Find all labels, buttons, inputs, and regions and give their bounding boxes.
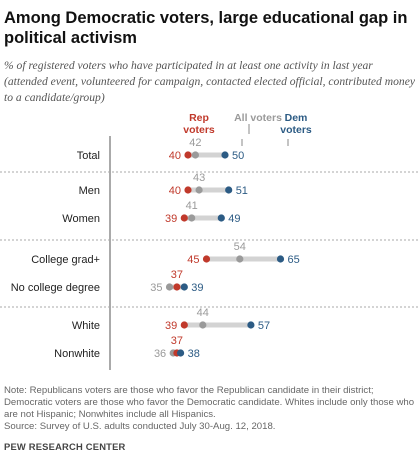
data-label-all: 54 xyxy=(234,241,246,253)
data-label-rep: 37 xyxy=(171,335,183,347)
dot-plot: Total 40 42 50 Men 40 43 51 Women 39 41 49 College g… xyxy=(0,124,420,370)
data-label-all: 36 xyxy=(154,348,166,360)
chart-title: Among Democratic voters, large education… xyxy=(4,9,408,47)
dot-dem xyxy=(177,349,185,357)
data-label-dem: 38 xyxy=(188,348,200,360)
dot-all xyxy=(199,321,207,329)
data-label-rep: 45 xyxy=(187,254,199,266)
data-label-rep: 39 xyxy=(165,213,177,225)
chart-source: Source: Survey of U.S. adults conducted … xyxy=(4,421,276,432)
dot-rep xyxy=(184,186,192,194)
dot-dem xyxy=(247,321,255,329)
data-label-all: 41 xyxy=(186,200,198,212)
dot-rep xyxy=(180,214,188,222)
legend-all-voters: All voters xyxy=(234,112,282,124)
data-label-rep: 39 xyxy=(165,320,177,332)
dot-all xyxy=(191,151,199,159)
dot-dem xyxy=(217,214,225,222)
legend-dem-voters: Dem voters xyxy=(280,112,312,136)
row-label: Men xyxy=(79,185,100,197)
dot-rep xyxy=(202,255,211,263)
data-label-all: 43 xyxy=(193,172,205,184)
dot-dem xyxy=(225,186,233,194)
data-label-dem: 65 xyxy=(288,254,300,266)
data-label-dem: 39 xyxy=(191,282,203,294)
row-label: No college degree xyxy=(11,282,100,294)
chart-note: Note: Republicans voters are those who f… xyxy=(4,385,415,420)
data-label-all: 42 xyxy=(189,137,201,149)
data-label-rep: 40 xyxy=(169,150,181,162)
dot-dem xyxy=(180,283,188,291)
dot-dem xyxy=(276,255,285,263)
data-label-rep: 37 xyxy=(171,269,183,281)
brand-logo-text: PEW RESEARCH CENTER xyxy=(4,441,126,452)
dot-all xyxy=(195,186,203,194)
data-label-dem: 50 xyxy=(232,150,244,162)
row-label: College grad+ xyxy=(31,254,100,266)
data-label-rep: 40 xyxy=(169,185,181,197)
dot-rep xyxy=(184,151,192,159)
data-label-all: 44 xyxy=(197,307,209,319)
row-label: Nonwhite xyxy=(54,348,100,360)
chart-subtitle: % of registered voters who have particip… xyxy=(4,59,416,104)
dot-dem xyxy=(221,151,229,159)
data-label-dem: 51 xyxy=(236,185,248,197)
data-label-all: 35 xyxy=(150,282,162,294)
legend-rep-voters: Rep voters xyxy=(183,112,215,136)
data-label-dem: 49 xyxy=(228,213,240,225)
data-label-dem: 57 xyxy=(258,320,270,332)
dot-all xyxy=(188,214,196,222)
dot-rep xyxy=(180,321,188,329)
row-label: Total xyxy=(77,150,100,162)
dot-all xyxy=(236,255,244,263)
row-label: Women xyxy=(62,213,100,225)
dot-all xyxy=(165,283,174,291)
dot-rep xyxy=(173,283,181,291)
row-label: White xyxy=(72,320,100,332)
